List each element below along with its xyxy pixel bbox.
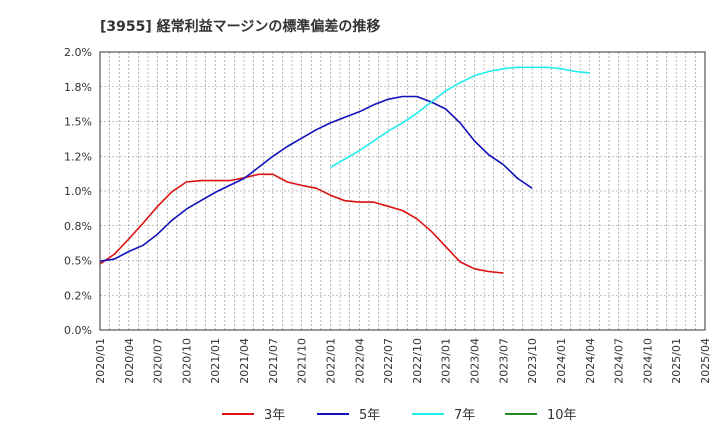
x-tick-label: 2023/01	[440, 338, 453, 384]
x-tick-label: 2021/07	[267, 338, 280, 384]
x-tick-label: 2020/10	[180, 338, 193, 384]
x-tick-label: 2024/01	[555, 338, 568, 384]
y-tick-label: 0.5%	[64, 255, 92, 268]
series-line-1	[99, 173, 504, 274]
legend-label: 3年	[264, 408, 285, 423]
y-tick-label: 2.0%	[64, 46, 92, 59]
y-tick-label: 1.8%	[64, 81, 92, 94]
x-tick-label: 2022/04	[353, 338, 366, 384]
x-tick-label: 2024/07	[613, 338, 626, 384]
x-tick-label: 2024/10	[641, 338, 654, 384]
x-tick-label: 2021/10	[296, 338, 309, 384]
x-tick-label: 2022/07	[382, 338, 395, 384]
x-tick-label: 2023/07	[497, 338, 510, 384]
legend: 3年 5年 7年 10年	[222, 408, 577, 423]
x-tick-label: 2023/10	[526, 338, 539, 384]
x-tick-label: 2025/04	[699, 338, 712, 384]
x-axis: 2020/01 2020/04 2020/07 2020/10 2021/01 2021/…	[94, 338, 712, 384]
y-tick-label: 1.5%	[64, 116, 92, 129]
x-tick-label: 2022/01	[324, 338, 337, 384]
x-tick-label: 2024/04	[584, 338, 597, 384]
y-axis: 0.0% 0.2% 0.5% 0.8% 1.0% 1.2% 1.5% 1.8% 2.0%	[64, 46, 92, 337]
y-tick-label: 1.0%	[64, 185, 92, 198]
x-tick-label: 2021/01	[209, 338, 222, 384]
x-tick-label: 2021/04	[238, 338, 251, 384]
x-tick-label: 2025/01	[670, 338, 683, 384]
y-tick-label: 0.8%	[64, 220, 92, 233]
chart-title: [3955] 経常利益マージンの標準偏差の推移	[100, 18, 380, 35]
series-line-3	[330, 66, 590, 169]
plot-frame	[99, 51, 706, 331]
grid	[100, 52, 705, 330]
y-tick-label: 0.2%	[64, 289, 92, 302]
y-tick-label: 1.2%	[64, 150, 92, 163]
legend-label: 7年	[454, 408, 475, 423]
x-tick-label: 2020/01	[94, 338, 107, 384]
series-group	[99, 66, 590, 274]
legend-label: 10年	[547, 408, 577, 423]
x-tick-label: 2020/07	[152, 338, 165, 384]
x-tick-label: 2022/10	[411, 338, 424, 384]
y-tick-label: 0.0%	[64, 324, 92, 337]
x-tick-label: 2023/04	[469, 338, 482, 384]
legend-label: 5年	[359, 408, 380, 423]
x-tick-label: 2020/04	[123, 338, 136, 384]
series-line-2	[99, 95, 533, 262]
